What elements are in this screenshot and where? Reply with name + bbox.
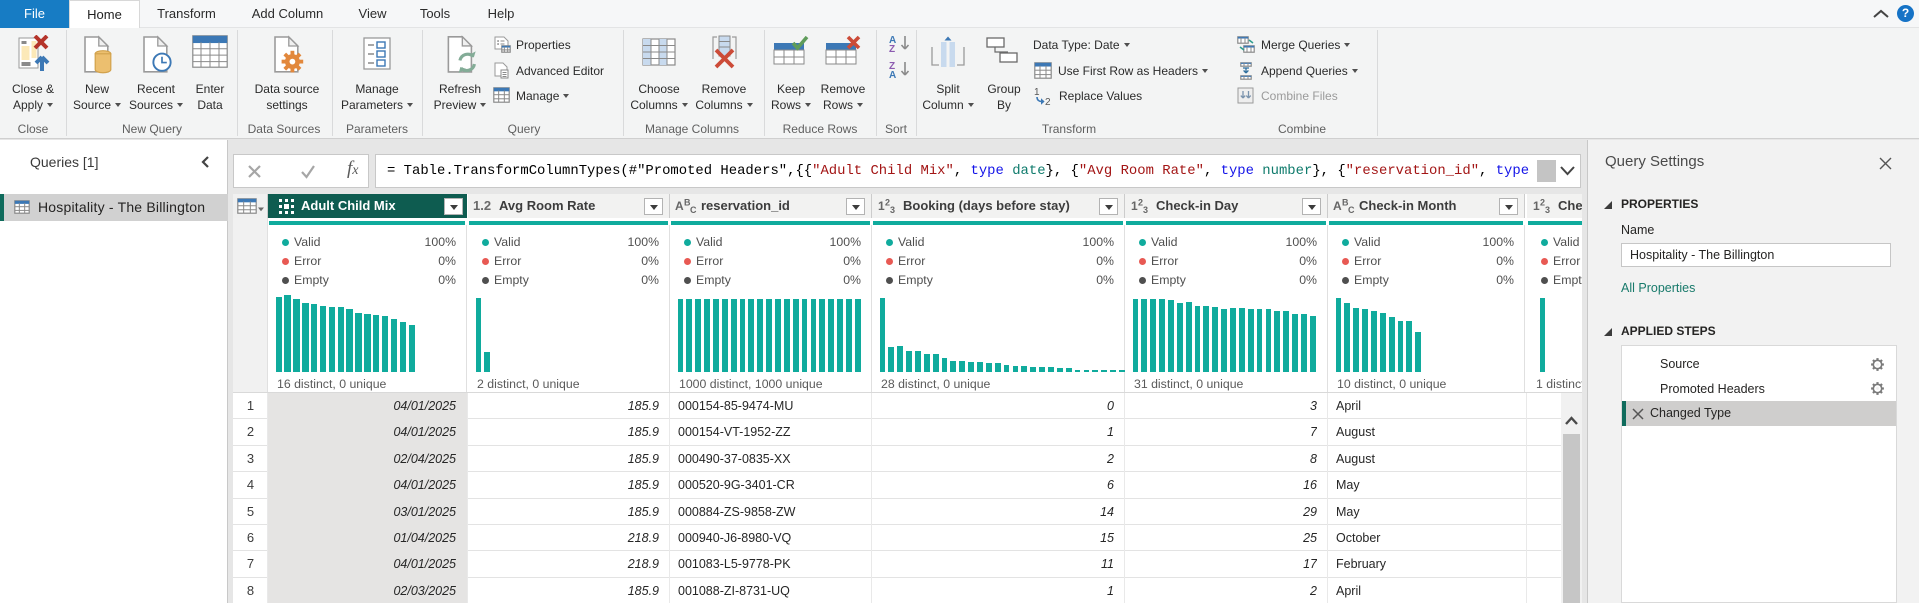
svg-text:A: A bbox=[889, 70, 896, 79]
svg-text:3: 3 bbox=[1545, 205, 1550, 215]
svg-text:A: A bbox=[675, 199, 684, 213]
svg-text:2: 2 bbox=[1138, 198, 1143, 208]
svg-text:A: A bbox=[889, 35, 896, 46]
svg-text:Z: Z bbox=[889, 44, 895, 53]
svg-text:A: A bbox=[1333, 199, 1342, 213]
svg-text:Z: Z bbox=[889, 61, 895, 72]
svg-text:3: 3 bbox=[1143, 205, 1148, 215]
svg-text:C: C bbox=[1348, 205, 1355, 215]
svg-text:1: 1 bbox=[1533, 199, 1540, 213]
svg-text:2: 2 bbox=[885, 198, 890, 208]
svg-text:C: C bbox=[690, 205, 697, 215]
svg-text:1: 1 bbox=[878, 199, 885, 213]
svg-text:B: B bbox=[684, 198, 691, 208]
svg-text:1: 1 bbox=[1034, 87, 1040, 98]
svg-text:B: B bbox=[1342, 198, 1349, 208]
svg-text:1: 1 bbox=[1131, 199, 1138, 213]
svg-text:2: 2 bbox=[1045, 97, 1051, 106]
svg-text:2: 2 bbox=[1540, 198, 1545, 208]
svg-text:3: 3 bbox=[890, 205, 895, 215]
